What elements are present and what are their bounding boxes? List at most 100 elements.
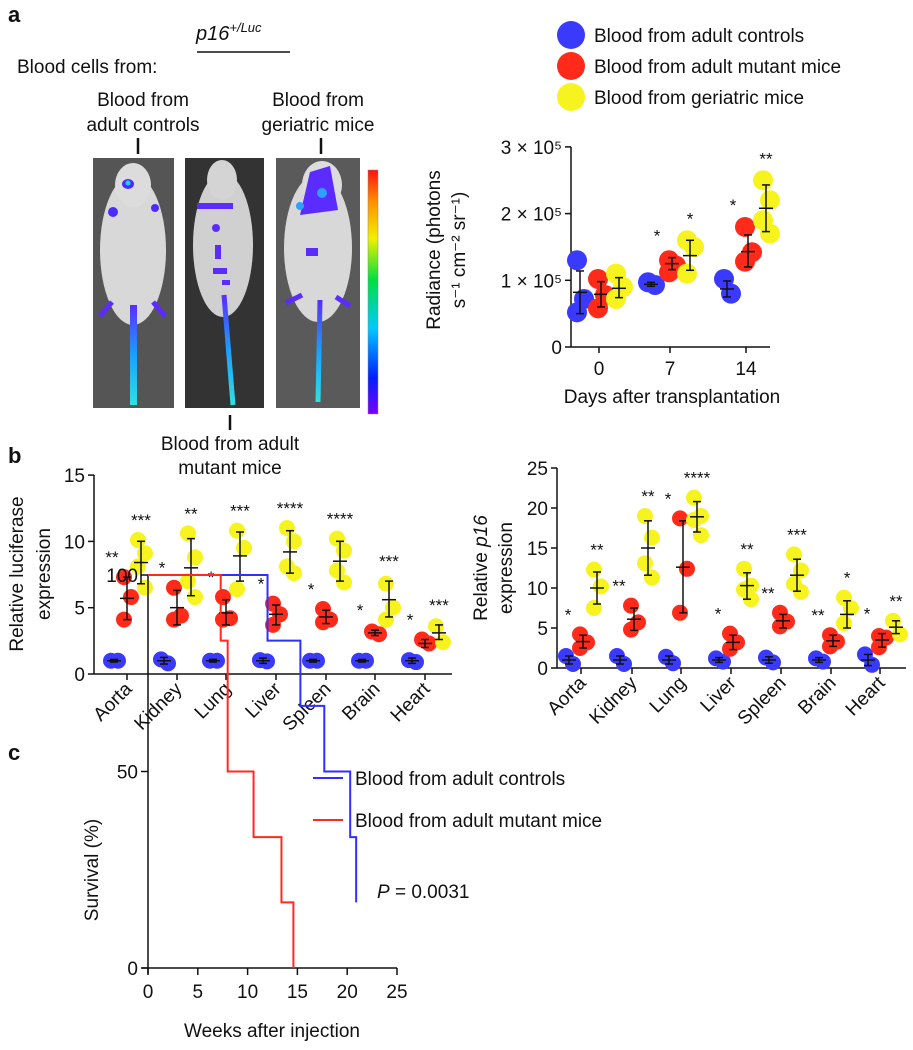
data-point xyxy=(137,579,153,596)
data-point xyxy=(166,611,182,628)
y-axis-label-line2: s⁻¹ cm⁻² sr⁻¹) xyxy=(449,192,470,309)
significance-stars: * xyxy=(159,559,166,578)
color-scale-bar xyxy=(367,169,379,415)
significance-stars: * xyxy=(730,196,737,215)
data-point xyxy=(892,626,908,643)
mouse-image-geriatric xyxy=(276,158,360,408)
legend-marker xyxy=(557,52,585,80)
x-tick-label: Heart xyxy=(842,672,890,720)
data-point xyxy=(793,584,809,600)
significance-stars: * xyxy=(208,568,215,587)
data-point xyxy=(408,654,424,671)
significance-stars: ** xyxy=(759,149,773,168)
data-point xyxy=(623,621,639,638)
panel-label-c: c xyxy=(8,740,20,765)
mouse1-label-line2: adult controls xyxy=(86,115,199,136)
x-tick-label: Spleen xyxy=(279,679,336,736)
significance-stars: *** xyxy=(230,502,250,521)
significance-stars: ** xyxy=(889,592,903,611)
data-point xyxy=(637,508,653,524)
significance-stars: *** xyxy=(379,552,399,571)
data-point xyxy=(435,634,451,651)
survival-curve xyxy=(148,574,358,903)
data-point xyxy=(644,569,660,586)
significance-stars: ** xyxy=(612,577,626,596)
data-point xyxy=(637,555,653,572)
x-tick-label: Liver xyxy=(697,672,741,716)
x-tick-label: 0 xyxy=(143,982,154,1003)
data-point xyxy=(428,618,444,635)
data-point xyxy=(336,574,352,591)
data-point xyxy=(329,530,345,547)
legend-label: Blood from adult controls xyxy=(355,769,565,790)
y-tick-label: 100 xyxy=(106,566,138,587)
x-tick-label: Brain xyxy=(794,673,840,719)
data-point xyxy=(693,527,709,544)
x-tick-label: 7 xyxy=(665,359,676,380)
data-point xyxy=(586,600,602,616)
y-tick-label: 5 xyxy=(74,599,85,620)
legend-panel-a: Blood from adult controls Blood from adul… xyxy=(557,21,841,111)
data-point xyxy=(686,512,702,528)
legend-label: Blood from geriatric mice xyxy=(594,88,804,109)
data-point xyxy=(215,611,231,628)
y-tick-label: 5 xyxy=(537,619,548,640)
data-point xyxy=(735,216,755,237)
data-point xyxy=(864,656,880,673)
significance-stars: * xyxy=(654,227,661,246)
data-point xyxy=(679,560,695,577)
significance-stars: ** xyxy=(590,541,604,560)
significance-stars: * xyxy=(407,610,414,629)
significance-stars: * xyxy=(565,605,572,624)
data-point xyxy=(187,549,203,566)
significance-stars: * xyxy=(715,605,722,624)
mouse-image-adult-mutant xyxy=(185,158,264,408)
y-tick-label: 0 xyxy=(537,659,548,680)
y-axis-label-line1: Relative p16 xyxy=(471,515,492,621)
data-point xyxy=(329,562,345,579)
x-tick-label: Liver xyxy=(242,678,286,722)
x-tick-label: Aorta xyxy=(90,678,137,725)
mouse1-label-line1: Blood from xyxy=(97,90,189,111)
data-point xyxy=(378,575,394,592)
x-tick-label: 25 xyxy=(386,982,407,1003)
significance-stars: * xyxy=(665,489,672,508)
y-tick-label: 3 × 10⁵ xyxy=(501,138,562,159)
x-tick-label: Kidney xyxy=(131,678,187,734)
significance-stars: ** xyxy=(740,540,754,559)
data-point xyxy=(279,520,295,537)
y-tick-label: 2 × 10⁵ xyxy=(501,205,562,226)
data-point xyxy=(665,655,681,672)
data-point xyxy=(772,618,788,635)
data-point xyxy=(736,560,752,577)
x-tick-label: 20 xyxy=(337,982,358,1003)
x-tick-label: Spleen xyxy=(734,673,791,730)
data-point xyxy=(606,288,626,309)
y-tick-label: 50 xyxy=(117,763,138,784)
data-point xyxy=(315,614,331,631)
data-point xyxy=(229,581,245,598)
significance-stars: * xyxy=(357,601,364,620)
data-point xyxy=(722,640,738,657)
p-value-annotation: P = 0.0031 xyxy=(377,882,469,903)
data-point xyxy=(336,542,352,559)
y-tick-label: 0 xyxy=(551,338,562,359)
x-tick-label: Lung xyxy=(191,679,236,724)
significance-stars: *** xyxy=(429,596,449,615)
x-tick-label: 15 xyxy=(287,982,308,1003)
x-axis-label: Weeks after injection xyxy=(184,1021,360,1042)
survival-curve xyxy=(148,574,295,968)
data-point xyxy=(588,268,608,289)
data-point xyxy=(644,529,660,546)
y-axis-label-line1: Radiance (photons xyxy=(424,170,445,330)
data-point xyxy=(236,539,252,556)
mouse2-label-line2: mutant mice xyxy=(178,458,281,479)
panel-label-b: b xyxy=(8,443,21,468)
data-point xyxy=(371,626,387,643)
data-point xyxy=(130,531,146,548)
data-point xyxy=(123,589,139,606)
significance-stars: * xyxy=(864,605,871,624)
mouse-image-adult-controls xyxy=(93,158,174,408)
